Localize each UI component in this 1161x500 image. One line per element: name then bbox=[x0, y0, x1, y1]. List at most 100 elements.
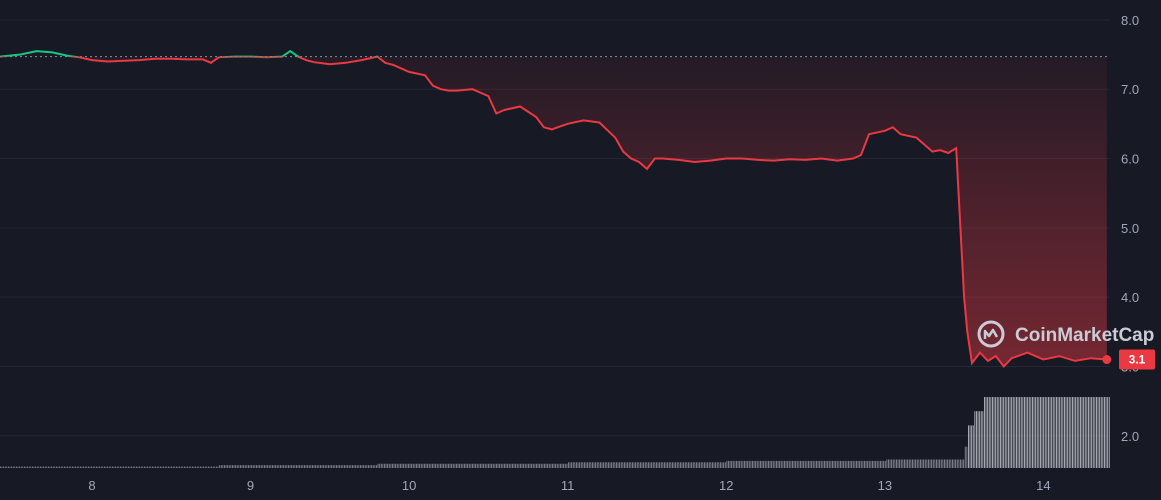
volume-bar bbox=[768, 460, 769, 468]
volume-bar bbox=[214, 466, 216, 468]
volume-bar bbox=[1025, 397, 1027, 468]
volume-bar bbox=[390, 463, 392, 468]
volume-bar bbox=[176, 466, 177, 468]
volume-bar bbox=[947, 459, 949, 468]
volume-bar bbox=[28, 466, 30, 468]
volume-bar bbox=[851, 460, 853, 468]
volume-bar bbox=[696, 462, 697, 468]
volume-bar bbox=[872, 460, 873, 468]
volume-bar bbox=[147, 466, 149, 468]
volume-bar bbox=[75, 466, 77, 468]
volume-bar bbox=[950, 459, 952, 468]
volume-bar bbox=[336, 465, 337, 468]
volume-bar bbox=[387, 463, 389, 468]
y-axis-ticks: 2.03.04.05.06.07.08.0 bbox=[1121, 13, 1139, 444]
volume-bar bbox=[1044, 397, 1046, 468]
volume-bar bbox=[360, 465, 361, 468]
volume-bar bbox=[1024, 397, 1025, 468]
volume-bar bbox=[446, 463, 448, 468]
volume-bar bbox=[24, 466, 25, 468]
volume-bar bbox=[560, 463, 561, 468]
volume-bar bbox=[398, 463, 400, 468]
volume-bar bbox=[724, 462, 726, 468]
coinmarketcap-logo-icon bbox=[977, 320, 1005, 348]
volume-bar bbox=[433, 463, 435, 468]
volume-bar bbox=[500, 463, 502, 468]
volume-bar bbox=[547, 463, 549, 468]
volume-bar bbox=[816, 460, 817, 468]
volume-bar bbox=[494, 463, 496, 468]
volume-bar bbox=[849, 460, 851, 468]
x-tick-label: 9 bbox=[247, 478, 254, 493]
volume-bar bbox=[977, 411, 979, 468]
volume-bar bbox=[1097, 397, 1099, 468]
volume-bar bbox=[233, 465, 235, 468]
volume-bar bbox=[792, 460, 793, 468]
volume-bar bbox=[384, 463, 385, 468]
volume-bar bbox=[89, 466, 91, 468]
volume-bar bbox=[419, 463, 421, 468]
volume-bar bbox=[249, 465, 251, 468]
volume-bar bbox=[995, 397, 997, 468]
volume-bar bbox=[846, 460, 848, 468]
volume-bar bbox=[1009, 397, 1011, 468]
volume-bar bbox=[785, 460, 787, 468]
volume-bar bbox=[32, 466, 33, 468]
volume-bar bbox=[388, 463, 390, 468]
volume-bar bbox=[299, 465, 301, 468]
volume-bar bbox=[784, 460, 785, 468]
volume-bar bbox=[987, 397, 989, 468]
volume-bar bbox=[1057, 397, 1059, 468]
volume-bar bbox=[840, 460, 841, 468]
volume-bar bbox=[153, 466, 155, 468]
volume-bar bbox=[865, 460, 867, 468]
volume-bar bbox=[137, 466, 139, 468]
volume-bar bbox=[49, 466, 51, 468]
volume-bar bbox=[937, 459, 939, 468]
volume-bar bbox=[804, 460, 806, 468]
volume-bar bbox=[238, 465, 240, 468]
volume-bar bbox=[801, 460, 803, 468]
volume-bar bbox=[462, 463, 464, 468]
volume-bar bbox=[1004, 397, 1006, 468]
volume-bar bbox=[227, 465, 229, 468]
volume-bar bbox=[313, 465, 315, 468]
volume-bar bbox=[1019, 397, 1021, 468]
volume-bar bbox=[604, 462, 606, 468]
volume-bar bbox=[486, 463, 488, 468]
volume-bar bbox=[438, 463, 440, 468]
volume-bar bbox=[691, 462, 693, 468]
volume-bar bbox=[894, 459, 896, 468]
volume-bar bbox=[932, 459, 934, 468]
x-tick-label: 8 bbox=[88, 478, 95, 493]
volume-bar bbox=[369, 465, 371, 468]
volume-bar bbox=[417, 463, 419, 468]
volume-bar bbox=[182, 466, 184, 468]
volume-bar bbox=[966, 446, 968, 468]
volume-bar bbox=[465, 463, 467, 468]
volume-bar bbox=[192, 466, 193, 468]
volume-bar bbox=[523, 463, 525, 468]
volume-bar bbox=[312, 465, 313, 468]
volume-bar bbox=[862, 460, 864, 468]
volume-bar bbox=[356, 465, 358, 468]
volume-bar bbox=[680, 462, 681, 468]
volume-bar bbox=[507, 463, 509, 468]
volume-bar bbox=[910, 459, 912, 468]
last-price-dot bbox=[1102, 355, 1112, 365]
volume-bar bbox=[65, 466, 67, 468]
volume-bar bbox=[992, 397, 993, 468]
volume-bar bbox=[308, 465, 310, 468]
volume-bar bbox=[113, 466, 115, 468]
volume-bar bbox=[166, 466, 168, 468]
volume-bar bbox=[953, 459, 955, 468]
volume-bar bbox=[1016, 397, 1017, 468]
volume-bar bbox=[585, 462, 587, 468]
volume-bar bbox=[64, 466, 65, 468]
volume-bar bbox=[908, 459, 910, 468]
volume-bar bbox=[971, 425, 973, 468]
volume-bar bbox=[796, 460, 798, 468]
volume-bar bbox=[3, 466, 5, 468]
volume-bar bbox=[659, 462, 661, 468]
volume-bar bbox=[36, 466, 38, 468]
